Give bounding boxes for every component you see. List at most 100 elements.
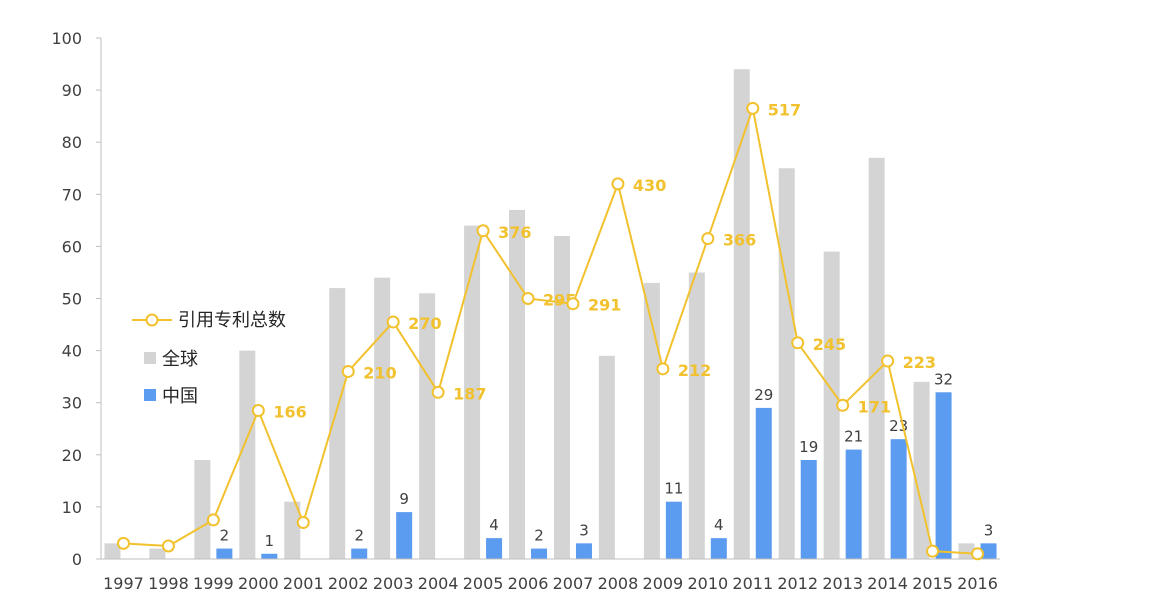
bar-china — [755, 407, 772, 559]
x-tick-label: 2000 — [238, 574, 279, 593]
x-tick-label: 2014 — [867, 574, 908, 593]
bar-global — [374, 277, 391, 559]
bar-global — [284, 501, 301, 559]
line-point — [881, 354, 895, 368]
line-point — [296, 516, 310, 530]
bar-global — [643, 282, 660, 559]
bar-china-label: 4 — [489, 516, 499, 534]
x-tick-label: 2001 — [283, 574, 324, 593]
line-point-label: 430 — [633, 176, 666, 195]
x-tick-label: 2007 — [553, 574, 594, 593]
bar-global — [194, 460, 211, 559]
bar-china — [261, 553, 278, 559]
bar-global — [329, 288, 346, 559]
y-tick-label: 90 — [62, 81, 82, 100]
y-tick-label: 10 — [62, 498, 82, 517]
x-tick-label: 2004 — [418, 574, 459, 593]
bar-china-label: 1 — [265, 532, 275, 550]
bars-global — [104, 69, 975, 560]
y-tick-label: 70 — [62, 185, 82, 204]
bar-global — [913, 381, 930, 559]
x-tick-label: 2011 — [732, 574, 773, 593]
x-tick-label: 2002 — [328, 574, 369, 593]
x-tick-label: 2005 — [463, 574, 504, 593]
bar-china — [935, 392, 952, 559]
line-point-label: 212 — [678, 361, 711, 380]
line-point — [566, 297, 580, 311]
x-axis: 1997 1998 1999 2000 2001 2002 2003 2004 2005 2006… — [101, 558, 1000, 593]
line-point — [791, 336, 805, 350]
legend-label-global: 全球 — [162, 349, 198, 370]
legend-label-citations: 引用专利总数 — [178, 310, 286, 331]
line-point — [521, 292, 535, 305]
bar-china — [980, 543, 997, 559]
bar-china — [216, 548, 233, 559]
bar-china-label: 3 — [984, 521, 994, 539]
x-tick-label: 2009 — [643, 574, 684, 593]
bar-china — [396, 512, 413, 559]
legend-swatch-china — [144, 389, 156, 401]
x-tick-label: 2008 — [598, 574, 639, 593]
bar-global — [239, 350, 256, 559]
line-point — [926, 544, 940, 558]
line-point — [251, 404, 265, 418]
bar-china — [845, 449, 862, 559]
x-tick-label: 2016 — [957, 574, 998, 593]
line-point-label: 210 — [363, 363, 396, 382]
line-point — [746, 101, 760, 115]
x-tick-label: 2013 — [822, 574, 863, 593]
x-tick-label: 1998 — [148, 574, 189, 593]
bar-china-label: 19 — [799, 438, 818, 456]
line-citations — [123, 107, 978, 555]
bar-global — [958, 543, 975, 559]
line-point-label: 171 — [858, 397, 891, 416]
line-point-label: 291 — [588, 296, 621, 315]
bar-china-label: 21 — [844, 428, 863, 446]
bar-global — [598, 355, 615, 559]
line-point — [116, 536, 130, 550]
bar-china-label: 2 — [354, 527, 364, 545]
bar-global — [149, 548, 166, 559]
bar-china-label: 4 — [714, 516, 724, 534]
line-point — [206, 513, 220, 527]
bar-global — [419, 293, 436, 559]
line-point — [431, 385, 445, 399]
line-point-label: 366 — [723, 231, 756, 250]
legend: 引用专利总数 全球 中国 — [132, 310, 286, 407]
y-tick-label: 30 — [62, 394, 82, 413]
y-tick-label: 100 — [51, 29, 82, 48]
bar-china — [575, 543, 592, 559]
line-point — [836, 398, 850, 412]
bar-china-label: 29 — [754, 386, 773, 404]
bar-global — [823, 251, 840, 560]
x-tick-label: 1997 — [103, 574, 144, 593]
bar-global — [553, 235, 570, 560]
line-point-label: 187 — [453, 384, 486, 403]
line-point — [971, 547, 985, 561]
bar-china — [351, 548, 368, 559]
y-tick-label: 40 — [62, 342, 82, 361]
bar-global — [688, 272, 705, 559]
bar-china — [890, 439, 907, 559]
line-point-label: 517 — [768, 100, 801, 119]
y-tick-label: 20 — [62, 446, 82, 465]
y-tick-label: 60 — [62, 237, 82, 256]
bar-china-label: 2 — [220, 527, 230, 545]
x-tick-label: 2006 — [508, 574, 549, 593]
line-point-label: 270 — [408, 314, 441, 333]
bar-global — [104, 543, 121, 559]
bar-china — [531, 548, 548, 559]
legend-label-china: 中国 — [162, 386, 198, 407]
bar-china — [710, 538, 727, 559]
bar-china-label: 32 — [934, 370, 953, 388]
line-point — [656, 362, 670, 376]
bar-china-label: 9 — [399, 490, 409, 508]
bar-china — [665, 501, 682, 559]
line-point — [161, 539, 175, 553]
line-point — [701, 232, 715, 246]
y-tick-label: 0 — [72, 550, 82, 569]
line-point — [386, 315, 400, 329]
